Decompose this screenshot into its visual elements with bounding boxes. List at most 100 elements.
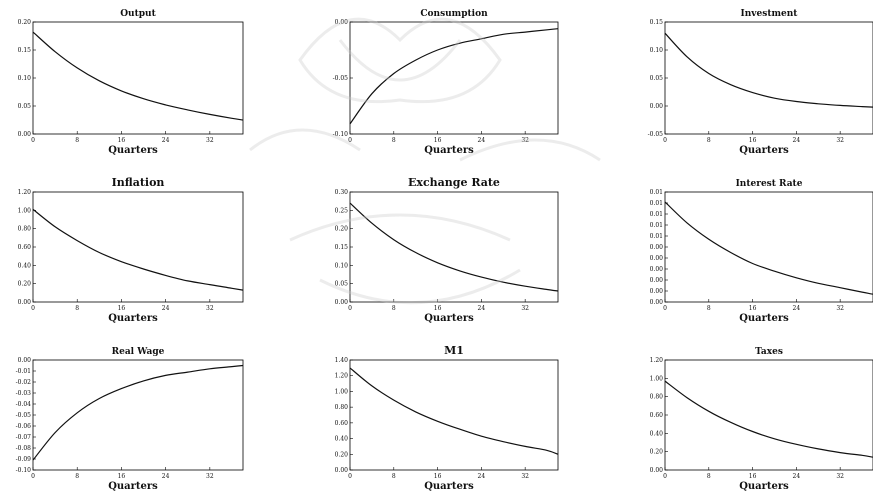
y-tick-label: 0.30 [335,189,349,196]
y-tick-label: 0.15 [650,19,664,26]
x-tick-label: 32 [836,305,844,312]
x-tick-label: 32 [521,473,529,480]
y-tick-label: 0.60 [335,420,349,427]
x-tick-label: 16 [434,305,442,312]
y-tick-label: 0.25 [335,207,349,214]
series-line-inflation [32,208,244,291]
x-axis-label: Quarters [739,313,789,324]
x-tick-label: 8 [707,137,711,144]
x-tick-label: 24 [162,137,170,144]
y-tick-label: 0.00 [650,277,664,284]
plot-frame [32,359,244,471]
y-tick-label: 1.00 [18,207,32,214]
x-tick-label: 16 [118,137,126,144]
x-tick-label: 8 [75,305,79,312]
plot-frame [664,191,873,303]
x-axis-label: Quarters [424,313,474,324]
y-tick-label: 0.60 [18,244,32,251]
y-tick-label: 0.40 [335,436,349,443]
panel-consumption: Consumption 0.00 -0.05 -0.100 8 16 24 32 Quarter… [333,9,559,156]
y-tick-label: -0.05 [648,131,664,138]
panel-interest-rate: Interest Rate 0.01 0.01 0.01 0.01 0.01 0.00 0.0… [650,179,873,324]
y-tick-label: 0.05 [18,103,32,110]
y-tick-label: -0.03 [16,390,32,397]
y-tick-label: 0.00 [18,131,32,138]
y-tick-label: 0.01 [650,200,663,207]
y-tick-label: 0.20 [650,449,664,456]
x-tick-label: 8 [75,137,79,144]
x-tick-label: 16 [118,473,126,480]
y-tick-label: 0.80 [18,226,32,233]
y-tick-label: 0.00 [335,467,349,474]
panel-title: M1 [444,344,464,357]
series-line-m1 [349,367,559,455]
plot-frame [664,21,873,135]
y-tick-label: -0.04 [16,401,32,408]
x-tick-label: 16 [434,137,442,144]
y-tick-label: 0.20 [335,226,349,233]
x-tick-label: 32 [206,305,214,312]
panel-title: Taxes [755,347,783,357]
plot-frame [32,21,244,135]
x-tick-label: 0 [31,305,35,312]
y-tick-label: 0.00 [335,299,349,306]
x-tick-label: 16 [749,137,757,144]
x-axis-label: Quarters [424,481,474,492]
y-tick-label: 0.00 [650,266,664,273]
panel-title: Inflation [112,176,165,189]
x-tick-label: 24 [793,473,801,480]
panel-investment: Investment 0.15 0.10 0.05 0.00 -0.050 8 16 24 32 Q… [648,9,873,156]
x-tick-label: 16 [118,305,126,312]
x-tick-label: 32 [836,473,844,480]
x-tick-label: 0 [31,473,35,480]
y-tick-label: 0.00 [650,255,664,262]
x-axis-label: Quarters [739,145,789,156]
x-tick-label: 32 [206,473,214,480]
panel-title: Interest Rate [736,179,803,189]
panel-real-wage: Real Wage 0.00 -0.01 -0.02 -0.03 -0.04 -0.05 -0… [16,347,244,492]
x-tick-label: 32 [836,137,844,144]
y-tick-label: 0.15 [18,47,32,54]
x-tick-label: 16 [749,473,757,480]
x-tick-label: 8 [707,305,711,312]
x-tick-label: 24 [793,137,801,144]
panel-output: Output 0.20 0.15 0.10 0.05 0.000 8 16 24 32 Quarte… [18,9,244,156]
x-tick-label: 32 [206,137,214,144]
x-tick-label: 8 [392,305,396,312]
plot-frame [349,21,559,135]
y-tick-label: 0.00 [650,467,664,474]
y-tick-label: 1.20 [650,357,664,364]
plot-frame [32,191,244,303]
x-axis-label: Quarters [424,145,474,156]
series-line-interest-rate [664,201,873,295]
y-tick-label: 0.00 [18,299,32,306]
y-tick-label: 0.00 [650,288,664,295]
x-tick-label: 0 [31,137,35,144]
series-line-consumption [349,28,559,125]
panel-title: Real Wage [112,347,165,357]
y-tick-label: -0.07 [16,434,32,441]
y-tick-label: 0.80 [650,394,664,401]
x-axis-label: Quarters [108,145,158,156]
y-tick-label: 1.00 [650,375,664,382]
x-tick-label: 24 [162,305,170,312]
y-tick-label: -0.06 [16,423,32,430]
x-tick-label: 0 [348,305,352,312]
y-tick-label: 0.80 [335,404,349,411]
y-tick-label: -0.05 [333,75,349,82]
y-tick-label: 0.00 [650,299,664,306]
x-tick-label: 0 [663,137,667,144]
x-tick-label: 8 [392,473,396,480]
y-tick-label: 1.00 [335,388,349,395]
y-tick-label: 0.40 [18,262,32,269]
y-tick-label: 0.60 [650,412,664,419]
x-axis-label: Quarters [739,481,789,492]
x-axis-label: Quarters [108,313,158,324]
y-tick-label: 0.00 [335,19,349,26]
y-tick-label: -0.02 [16,379,32,386]
y-tick-label: 0.20 [18,281,32,288]
y-tick-label: 0.05 [335,281,349,288]
x-tick-label: 24 [162,473,170,480]
y-tick-label: 1.20 [18,189,32,196]
x-tick-label: 24 [793,305,801,312]
